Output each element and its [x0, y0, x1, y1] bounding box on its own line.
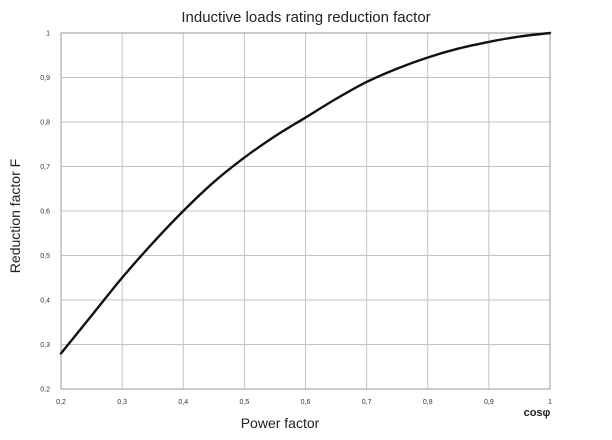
- x-tick-label: 0,9: [484, 399, 494, 406]
- plot-frame: [60, 32, 551, 390]
- x-tick-label: 0,5: [240, 399, 250, 406]
- y-tick-label: 0,4: [40, 298, 50, 305]
- y-tick-label: 0,8: [40, 120, 50, 127]
- reduction-factor-curve: [59, 31, 552, 355]
- x-tick-label: 0,4: [178, 399, 188, 406]
- y-tick-label: 0,3: [40, 342, 50, 349]
- y-tick-label: 0,5: [40, 253, 50, 260]
- x-tick-label: 0,3: [117, 399, 127, 406]
- curve-group: [59, 31, 552, 355]
- x-tick-label: 0,8: [423, 399, 433, 406]
- x-axis-unit-label: cosφ: [524, 407, 551, 419]
- y-tick-label: 0,9: [40, 75, 50, 82]
- y-tick-labels: 0,2 0,3 0,4 0,5 0,6 0,7 0,8 0,9 1: [40, 31, 50, 394]
- y-tick-label: 1: [46, 31, 50, 38]
- x-axis-label: Power factor: [241, 415, 320, 431]
- y-axis-label: Reduction factor F: [7, 159, 23, 273]
- x-tick-label: 0,2: [56, 399, 66, 406]
- y-tick-label: 0,2: [40, 387, 50, 394]
- y-tick-label: 0,7: [40, 164, 50, 171]
- grid: [60, 32, 551, 390]
- x-tick-labels: 0,2 0,3 0,4 0,5 0,6 0,7 0,8 0,9 1: [56, 399, 552, 406]
- y-tick-label: 0,6: [40, 209, 50, 216]
- x-tick-label: 0,7: [362, 399, 372, 406]
- chart-title: Inductive loads rating reduction factor: [181, 9, 430, 26]
- x-tick-label: 0,6: [301, 399, 311, 406]
- x-tick-label: 1: [548, 399, 552, 406]
